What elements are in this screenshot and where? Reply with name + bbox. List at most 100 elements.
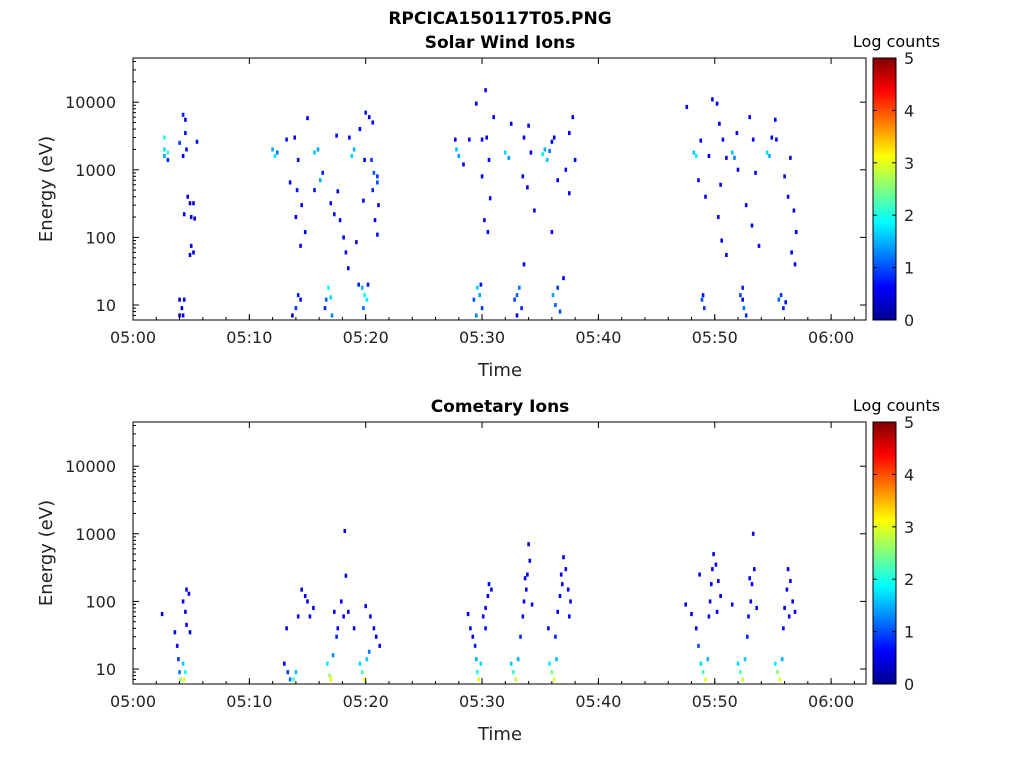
spectrogram-cell xyxy=(543,147,547,152)
spectrogram-cell xyxy=(480,174,484,179)
spectrogram-cell xyxy=(754,170,757,175)
spectrogram-cell xyxy=(783,605,786,610)
spectrogram-cell xyxy=(352,626,356,631)
spectrogram-cell xyxy=(333,609,336,614)
colorbar-tick-label: 1 xyxy=(904,259,914,278)
spectrogram-cell xyxy=(750,582,754,587)
spectrogram-cell xyxy=(490,587,493,592)
spectrogram-cell xyxy=(163,153,166,158)
spectrogram-cell xyxy=(735,131,739,136)
spectrogram-cell xyxy=(477,677,480,682)
spectrogram-cell xyxy=(725,252,728,257)
spectrogram-cell xyxy=(714,562,718,567)
x-tick-label: 05:40 xyxy=(575,692,621,711)
spectrogram-cell xyxy=(522,262,526,267)
spectrogram-cell xyxy=(365,297,369,302)
spectrogram-cell xyxy=(707,153,711,158)
spectrogram-cell xyxy=(558,594,562,599)
spectrogram-cell xyxy=(480,137,484,142)
spectrogram-cell xyxy=(291,313,294,318)
spectrogram-cell xyxy=(775,137,778,142)
spectrogram-cell xyxy=(319,178,322,183)
spectrogram-cell xyxy=(180,306,184,311)
spectrogram-cell xyxy=(528,558,532,563)
spectrogram-cell xyxy=(521,614,525,619)
spectrogram-cell xyxy=(181,599,185,604)
spectrogram-cell xyxy=(185,147,188,152)
spectrogram-cell xyxy=(181,661,185,666)
spectrogram-cell xyxy=(294,670,298,675)
spectrogram-cell xyxy=(476,670,479,675)
spectrogram-cell xyxy=(376,180,379,185)
spectrogram-cell xyxy=(184,609,187,614)
spectrogram-cell xyxy=(685,104,689,109)
spectrogram-cell xyxy=(526,185,529,190)
spectrogram-cell xyxy=(344,573,348,578)
axes-frame xyxy=(132,57,867,321)
spectrogram-cell xyxy=(313,150,316,155)
spectrogram-cell xyxy=(181,313,185,318)
colorbar-tick-label: 1 xyxy=(904,623,914,642)
spectrogram-cell xyxy=(295,188,299,193)
spectrogram-cell xyxy=(725,155,728,160)
spectrogram-cell xyxy=(778,677,782,682)
spectrogram-cells xyxy=(160,528,797,682)
x-tick-label: 05:50 xyxy=(692,692,738,711)
spectrogram-cell xyxy=(299,243,302,248)
spectrogram-cell xyxy=(748,576,751,581)
x-tick-label: 05:50 xyxy=(692,328,738,347)
spectrogram-cell xyxy=(733,155,736,160)
colorbar-tick-label: 3 xyxy=(904,518,914,537)
spectrogram-cell xyxy=(568,614,571,619)
colorbar-tick-label: 5 xyxy=(904,413,914,432)
spectrogram-cell xyxy=(454,137,457,142)
spectrogram-cell xyxy=(719,594,722,599)
spectrogram-cell xyxy=(462,162,465,167)
spectrogram-cell xyxy=(790,250,793,255)
x-tick-label: 05:30 xyxy=(459,692,505,711)
spectrogram-cell xyxy=(366,282,370,287)
spectrogram-cell xyxy=(374,634,378,639)
spectrogram-cell xyxy=(780,657,784,662)
spectrogram-cell xyxy=(182,677,186,682)
spectrogram-cell xyxy=(329,677,333,682)
spectrogram-cell xyxy=(715,609,719,614)
spectrogram-cell xyxy=(372,170,376,175)
spectrogram-cell xyxy=(562,276,565,281)
spectrogram-cell xyxy=(285,137,288,142)
spectrogram-cell xyxy=(556,609,559,614)
spectrogram-cell xyxy=(784,300,787,305)
colorbar-tick-label: 4 xyxy=(904,101,914,120)
x-tick-label: 05:10 xyxy=(226,328,272,347)
spectrogram-cell xyxy=(556,178,559,183)
spectrogram-cell xyxy=(554,634,557,639)
spectrogram-cell xyxy=(181,112,185,117)
spectrogram-cell xyxy=(187,591,191,596)
spectrogram-cell xyxy=(736,167,740,172)
spectrogram-cell xyxy=(347,266,350,271)
spectrogram-cell xyxy=(372,626,376,631)
spectrogram-cell xyxy=(376,174,379,179)
spectrogram-cell xyxy=(335,133,338,138)
spectrogram-cell xyxy=(363,677,366,682)
spectrogram-cell xyxy=(335,634,338,639)
spectrogram-cell xyxy=(312,605,315,610)
spectrogram-cell xyxy=(690,612,693,617)
spectrogram-cell xyxy=(550,230,554,235)
spectrogram-cell xyxy=(561,582,564,587)
spectrogram-cell xyxy=(294,306,298,311)
spectrogram-cell xyxy=(789,579,792,584)
spectrogram-cell xyxy=(571,115,575,120)
spectrogram-cell xyxy=(787,614,791,619)
spectrogram-cell xyxy=(774,661,777,666)
spectrogram-cell xyxy=(363,157,366,162)
spectrogram-cell xyxy=(321,170,324,175)
y-axis-label: Energy (eV) xyxy=(36,136,57,242)
spectrogram-cell xyxy=(331,653,335,658)
spectrogram-cell xyxy=(555,657,558,662)
spectrogram-cell xyxy=(184,670,187,675)
y-tick-label: 100 xyxy=(85,228,116,247)
spectrogram-cell xyxy=(360,670,364,675)
colorbar-tick-label: 0 xyxy=(904,675,914,694)
spectrogram-cell xyxy=(786,194,790,199)
